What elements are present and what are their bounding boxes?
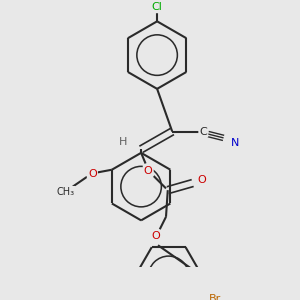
Text: H: H <box>119 137 128 147</box>
Text: C: C <box>200 127 207 136</box>
Text: Br: Br <box>209 294 221 300</box>
Text: Cl: Cl <box>152 2 163 12</box>
Text: O: O <box>144 166 153 176</box>
Text: O: O <box>88 169 97 179</box>
Text: CH₃: CH₃ <box>57 187 75 197</box>
Text: N: N <box>231 138 239 148</box>
Text: O: O <box>151 231 160 242</box>
Text: O: O <box>197 176 206 185</box>
